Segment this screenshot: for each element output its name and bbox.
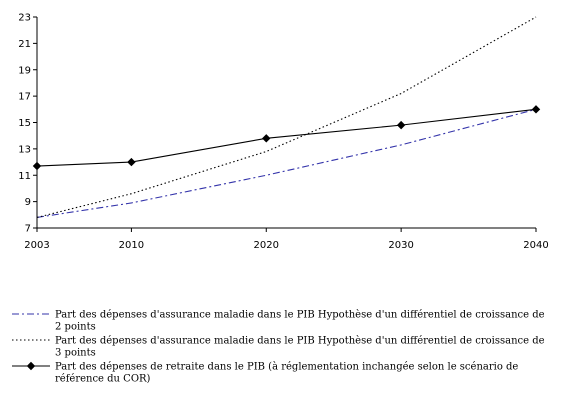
y-tick-label: 23 [18,13,31,24]
y-tick-label: 13 [18,144,31,155]
y-tick-label: 17 [18,92,31,103]
y-tick-label: 15 [18,118,31,129]
series-3-point [127,157,136,167]
legend-label-1: Part des dépenses d'assurance maladie da… [55,310,545,333]
x-tick-label: 2020 [254,240,279,251]
y-tick-label: 19 [18,65,31,76]
legend-label-3: Part des dépenses de retraite dans le PI… [55,362,518,385]
y-tick-label: 11 [18,171,31,182]
y-tick-label: 9 [25,197,31,208]
y-tick-label: 7 [25,224,31,235]
series-line-3 [36,108,537,167]
series-3-point [396,120,406,130]
x-tick-label: 2040 [523,240,548,251]
x-tick-label: 2003 [24,240,49,251]
series-3-point [32,161,42,171]
legend-label-2: Part des dépenses d'assurance maladie da… [55,336,545,359]
series-line-2 [36,16,537,218]
x-tick-label: 2030 [388,240,413,251]
legend-marker-diamond [26,361,36,371]
x-tick-label: 2010 [119,240,144,251]
series-line-1 [36,108,537,218]
y-tick-label: 21 [18,39,31,50]
series-3-point [262,134,271,143]
series-3-point [531,105,541,114]
